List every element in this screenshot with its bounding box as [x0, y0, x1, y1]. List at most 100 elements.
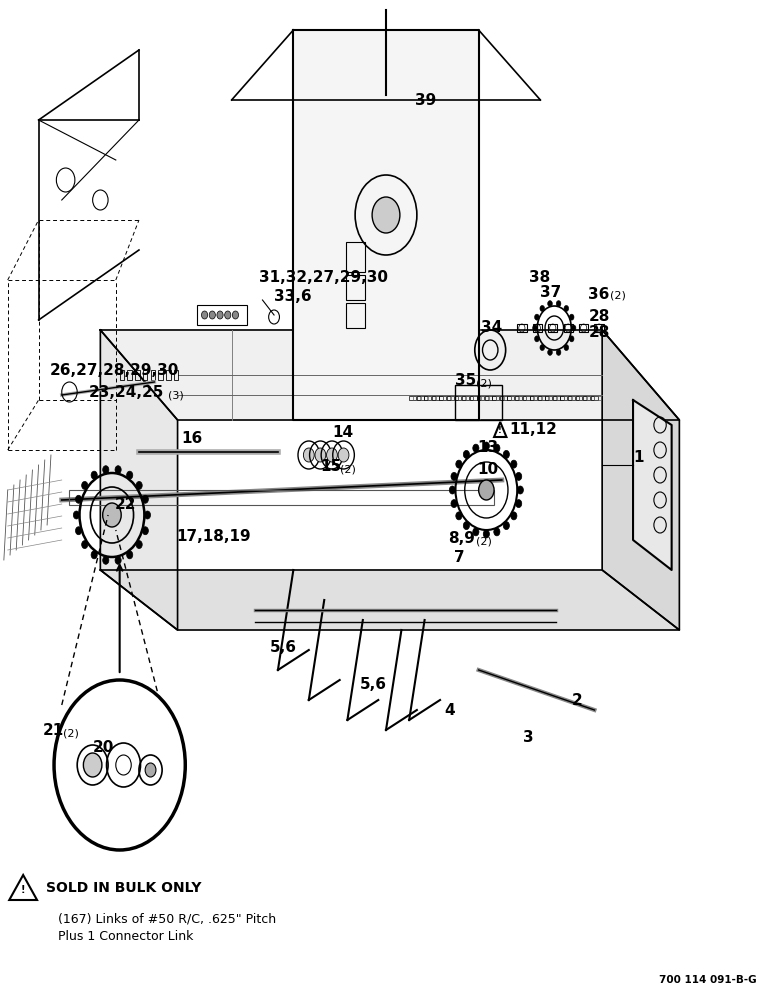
Text: 5,6: 5,6	[270, 640, 297, 655]
Bar	[568, 396, 575, 400]
Text: 34: 34	[481, 320, 503, 335]
Bar	[530, 396, 537, 400]
Bar	[594, 396, 601, 400]
Text: (2): (2)	[340, 464, 356, 474]
Bar	[443, 396, 450, 400]
Bar	[462, 396, 469, 400]
Circle shape	[511, 460, 517, 468]
Circle shape	[540, 345, 544, 351]
Bar	[511, 396, 518, 400]
Text: 16: 16	[181, 431, 203, 446]
Bar	[538, 396, 545, 400]
Bar	[519, 396, 526, 400]
Bar	[151, 370, 155, 380]
Polygon shape	[100, 330, 679, 420]
Circle shape	[372, 197, 400, 233]
Text: 11,12: 11,12	[510, 422, 557, 437]
Circle shape	[463, 450, 469, 458]
Bar	[545, 396, 552, 400]
Text: 28: 28	[589, 309, 611, 324]
Circle shape	[76, 527, 82, 535]
Bar	[553, 396, 560, 400]
Text: !: !	[498, 426, 503, 435]
Bar	[417, 396, 424, 400]
Bar	[591, 396, 598, 400]
Bar	[435, 396, 442, 400]
Circle shape	[303, 448, 314, 462]
Polygon shape	[633, 400, 672, 570]
Bar	[500, 396, 507, 400]
Bar	[517, 324, 527, 332]
Circle shape	[570, 314, 574, 320]
Bar	[197, 305, 247, 325]
Circle shape	[145, 763, 156, 777]
Text: 4: 4	[444, 703, 455, 718]
Circle shape	[483, 442, 489, 450]
Text: (2): (2)	[610, 290, 626, 300]
Bar	[409, 396, 416, 400]
Circle shape	[103, 503, 121, 527]
Circle shape	[217, 311, 223, 319]
Bar	[489, 396, 496, 400]
Bar	[579, 396, 586, 400]
Bar	[120, 370, 124, 380]
Circle shape	[115, 556, 121, 564]
Circle shape	[533, 325, 537, 331]
Circle shape	[127, 551, 133, 559]
Polygon shape	[602, 330, 679, 630]
Circle shape	[564, 305, 569, 311]
Circle shape	[127, 471, 133, 479]
Text: 10: 10	[477, 462, 498, 477]
Bar	[477, 396, 484, 400]
Bar	[560, 396, 567, 400]
Text: !: !	[21, 885, 25, 895]
Bar	[564, 396, 571, 400]
Bar	[507, 396, 514, 400]
Bar	[143, 370, 147, 380]
Circle shape	[463, 522, 469, 530]
Circle shape	[451, 500, 457, 508]
Bar	[493, 396, 499, 400]
Text: 8,9: 8,9	[449, 531, 476, 546]
Circle shape	[472, 528, 479, 536]
Circle shape	[516, 500, 522, 508]
Circle shape	[225, 311, 231, 319]
Bar	[428, 396, 435, 400]
Text: 31,32,27,29,30: 31,32,27,29,30	[259, 270, 388, 285]
Text: 7: 7	[454, 550, 465, 565]
Circle shape	[503, 522, 510, 530]
Circle shape	[209, 311, 215, 319]
Bar	[485, 396, 492, 400]
Bar	[481, 396, 488, 400]
Text: (167) Links of #50 R/C, .625" Pitch: (167) Links of #50 R/C, .625" Pitch	[58, 912, 276, 925]
Text: 2: 2	[572, 693, 583, 708]
Polygon shape	[100, 330, 178, 630]
Circle shape	[136, 541, 142, 549]
Circle shape	[483, 530, 489, 538]
Bar	[533, 324, 542, 332]
Text: SOLD IN BULK ONLY: SOLD IN BULK ONLY	[46, 881, 201, 895]
Bar	[548, 324, 557, 332]
Circle shape	[564, 345, 569, 351]
Circle shape	[201, 311, 208, 319]
Bar	[425, 396, 432, 400]
Bar	[473, 396, 480, 400]
Circle shape	[91, 471, 97, 479]
Circle shape	[455, 460, 462, 468]
Circle shape	[142, 527, 148, 535]
Circle shape	[479, 480, 494, 500]
Circle shape	[494, 444, 500, 452]
Circle shape	[91, 551, 97, 559]
Circle shape	[472, 444, 479, 452]
Circle shape	[103, 466, 109, 474]
Text: 14: 14	[332, 425, 353, 440]
Circle shape	[451, 472, 457, 480]
Circle shape	[82, 541, 88, 549]
Circle shape	[571, 325, 576, 331]
Circle shape	[136, 481, 142, 489]
Text: 22: 22	[114, 497, 136, 512]
Bar	[69, 490, 494, 505]
Text: 36: 36	[588, 287, 610, 302]
Polygon shape	[293, 30, 479, 420]
Circle shape	[83, 753, 102, 777]
